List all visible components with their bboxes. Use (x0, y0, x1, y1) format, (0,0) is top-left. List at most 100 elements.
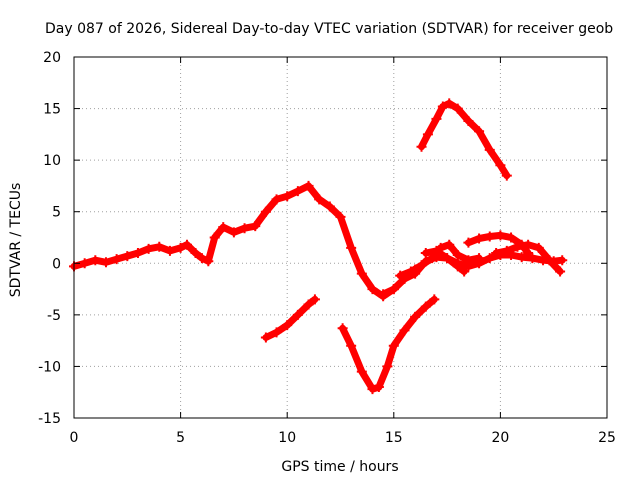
data-point (484, 231, 495, 242)
data-point (555, 266, 566, 277)
data-point (506, 232, 517, 243)
data-point (346, 242, 357, 253)
data-point (474, 126, 485, 137)
series-track-3 (337, 294, 440, 395)
data-point (164, 245, 175, 256)
data-point (292, 309, 303, 320)
data-point (100, 257, 111, 268)
data-point (501, 245, 512, 256)
data-point (218, 222, 229, 233)
data-point (382, 361, 393, 372)
x-tick-label: 0 (70, 430, 79, 446)
data-point (271, 194, 282, 205)
data-point (196, 253, 207, 264)
data-point (474, 253, 485, 264)
data-point (282, 320, 293, 331)
ticks: 0 5 10 15 20 25 -15 -10 -5 0 5 10 15 20 (38, 50, 616, 446)
data-point (452, 250, 463, 261)
data-point (260, 206, 271, 217)
data-point (523, 239, 534, 250)
data-point (399, 325, 410, 336)
data-point (512, 241, 523, 252)
series-line (418, 99, 511, 180)
data-point (292, 186, 303, 197)
data-point (239, 223, 250, 234)
data-point (484, 144, 495, 155)
data-point (314, 194, 325, 205)
data-point (420, 301, 431, 312)
series-track-9 (420, 245, 470, 277)
data-point (463, 237, 474, 248)
chart-title: Day 087 of 2026, Sidereal Day-to-day VTE… (45, 21, 613, 37)
y-tick-label: -15 (38, 411, 61, 427)
y-tick-label: 20 (43, 50, 61, 66)
data-point (444, 98, 455, 109)
data-point (484, 253, 495, 264)
data-point (209, 232, 220, 243)
data-point (175, 242, 186, 253)
data-point (303, 180, 314, 191)
data-point (154, 241, 165, 252)
data-marks (69, 98, 568, 395)
data-point (452, 261, 463, 272)
y-tick-label: 5 (52, 205, 61, 221)
data-point (410, 311, 421, 322)
data-point (444, 239, 455, 250)
data-point (378, 289, 389, 300)
data-point (420, 247, 431, 258)
data-point (356, 366, 367, 377)
grid (74, 57, 607, 418)
series-line (339, 295, 438, 393)
data-point (416, 260, 427, 271)
data-point (90, 255, 101, 266)
data-point (324, 201, 335, 212)
data-point (388, 284, 399, 295)
data-point (250, 221, 261, 232)
data-point (337, 323, 348, 334)
y-tick-label: -10 (38, 359, 61, 375)
data-point (452, 103, 463, 114)
data-point (405, 266, 416, 277)
series-track-1 (69, 180, 568, 302)
data-point (544, 255, 555, 266)
data-point (495, 230, 506, 241)
data-point (367, 284, 378, 295)
data-point (501, 170, 512, 181)
data-point (181, 239, 192, 250)
series-track-2 (260, 294, 320, 343)
data-point (132, 247, 143, 258)
data-point (431, 245, 442, 256)
data-point (527, 253, 538, 264)
x-tick-label: 25 (598, 430, 616, 446)
y-tick-label: 10 (43, 153, 61, 169)
data-point (122, 251, 133, 262)
data-point (516, 252, 527, 263)
data-point (303, 299, 314, 310)
data-point (557, 255, 568, 266)
x-tick-label: 15 (385, 430, 403, 446)
data-point (429, 294, 440, 305)
data-point (203, 256, 214, 267)
data-point (474, 233, 485, 244)
data-point (228, 227, 239, 238)
data-point (190, 247, 201, 258)
data-point (395, 270, 406, 281)
data-point (143, 243, 154, 254)
plot-frame (73, 56, 608, 419)
data-point (260, 332, 271, 343)
y-tick-label: 0 (52, 256, 61, 272)
data-point (388, 340, 399, 351)
data-point (373, 382, 384, 393)
data-point (491, 247, 502, 258)
y-tick-label: -5 (47, 308, 61, 324)
x-tick-label: 10 (278, 430, 296, 446)
data-point (422, 129, 433, 140)
x-tick-label: 5 (176, 430, 185, 446)
data-point (309, 294, 320, 305)
data-point (346, 340, 357, 351)
data-point (437, 101, 448, 112)
data-point (431, 113, 442, 124)
data-point (416, 141, 427, 152)
data-point (463, 115, 474, 126)
